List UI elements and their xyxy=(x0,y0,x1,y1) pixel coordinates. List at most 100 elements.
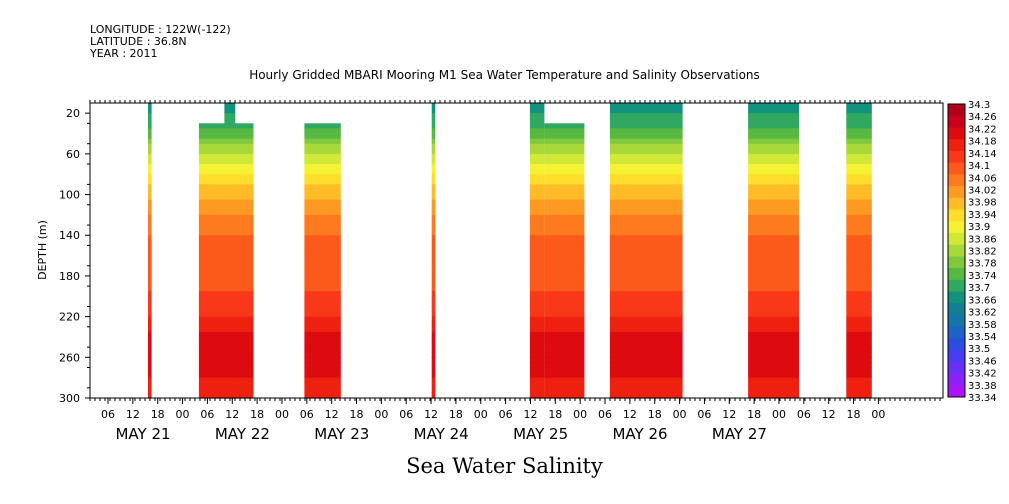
salinity-cell xyxy=(529,108,545,114)
x-tick-label: 00 xyxy=(474,408,488,421)
salinity-cell xyxy=(304,301,341,308)
salinity-cell xyxy=(529,306,545,313)
salinity-cell xyxy=(748,220,799,226)
day-label: MAY 23 xyxy=(314,425,369,443)
salinity-cell xyxy=(148,118,152,124)
colorbar-swatch xyxy=(948,162,965,175)
salinity-cell xyxy=(304,148,341,155)
salinity-cell xyxy=(846,311,872,318)
salinity-cell xyxy=(846,138,872,145)
salinity-cell xyxy=(609,260,683,267)
salinity-cell xyxy=(431,138,436,145)
y-tick-label: 20 xyxy=(66,107,80,120)
salinity-cell xyxy=(544,220,585,226)
salinity-cell xyxy=(609,352,683,358)
x-tick-label: 00 xyxy=(275,408,289,421)
salinity-cell xyxy=(431,123,436,129)
salinity-cell xyxy=(609,164,683,170)
salinity-cell xyxy=(748,103,799,109)
salinity-cell xyxy=(748,382,799,389)
salinity-cell xyxy=(304,158,341,165)
salinity-cell xyxy=(304,225,341,231)
salinity-cell xyxy=(529,362,545,369)
salinity-cell xyxy=(846,174,872,180)
salinity-cell xyxy=(431,367,436,374)
salinity-cell xyxy=(544,357,585,363)
salinity-cell xyxy=(609,128,683,135)
salinity-cell xyxy=(609,357,683,363)
salinity-cell xyxy=(148,138,152,145)
salinity-cell xyxy=(304,209,341,216)
salinity-cell xyxy=(846,204,872,211)
chart-title: Hourly Gridded MBARI Mooring M1 Sea Wate… xyxy=(249,68,760,82)
salinity-cell xyxy=(529,148,545,155)
salinity-cell xyxy=(148,311,152,318)
latitude-label: LATITUDE : 36.8N xyxy=(90,35,187,48)
salinity-cell xyxy=(529,230,545,236)
salinity-cell xyxy=(544,321,585,328)
salinity-cell xyxy=(148,133,152,140)
salinity-cell xyxy=(609,225,683,231)
colorbar-swatch xyxy=(948,361,965,374)
salinity-cell xyxy=(304,352,341,358)
salinity-cell xyxy=(529,296,545,302)
salinity-cell xyxy=(148,108,152,114)
salinity-cell xyxy=(846,296,872,302)
salinity-cell xyxy=(304,316,341,323)
salinity-cell xyxy=(846,265,872,272)
salinity-cell xyxy=(431,331,436,338)
salinity-cell xyxy=(304,311,341,318)
salinity-cell xyxy=(529,255,545,262)
data-segment xyxy=(529,103,545,399)
salinity-cell xyxy=(304,189,341,196)
y-axis-label: DEPTH (m) xyxy=(36,220,49,280)
salinity-cell xyxy=(544,291,585,297)
data-segment xyxy=(431,103,436,399)
colorbar-label: 33.74 xyxy=(968,271,997,282)
salinity-cell xyxy=(148,321,152,328)
salinity-cell xyxy=(748,372,799,379)
colorbar-label: 33.38 xyxy=(968,381,997,392)
salinity-cell xyxy=(748,316,799,323)
salinity-cell xyxy=(224,240,236,246)
salinity-cell xyxy=(304,169,341,175)
x-tick-label: 06 xyxy=(598,408,612,421)
salinity-cell xyxy=(544,316,585,323)
x-tick-label: 12 xyxy=(822,408,836,421)
salinity-cell xyxy=(431,245,436,252)
salinity-cell xyxy=(148,240,152,246)
axes-layer: 20 60 100 140 180 220 260 300 06 12 18 00 06 12 18 00 06… xyxy=(59,100,941,443)
salinity-cell xyxy=(544,184,585,191)
salinity-cell xyxy=(748,291,799,297)
salinity-cell xyxy=(529,220,545,226)
colorbar-label: 33.58 xyxy=(968,320,997,331)
salinity-cell xyxy=(224,174,236,180)
salinity-cell xyxy=(544,148,585,155)
salinity-cell xyxy=(609,377,683,384)
salinity-cell xyxy=(304,347,341,353)
salinity-cell xyxy=(748,123,799,129)
x-tick-label: 12 xyxy=(623,408,637,421)
salinity-cell xyxy=(846,286,872,292)
salinity-cell xyxy=(148,128,152,135)
salinity-cell xyxy=(148,245,152,252)
salinity-cell xyxy=(609,316,683,323)
salinity-cell xyxy=(846,235,872,241)
salinity-cell xyxy=(148,174,152,180)
x-tick-label: 06 xyxy=(499,408,513,421)
salinity-cell xyxy=(304,291,341,297)
salinity-cell xyxy=(224,199,236,206)
salinity-cell xyxy=(529,153,545,160)
salinity-cell xyxy=(609,194,683,201)
salinity-cell xyxy=(529,286,545,292)
salinity-cell xyxy=(529,235,545,241)
data-segment xyxy=(304,123,341,399)
salinity-cell xyxy=(609,148,683,155)
salinity-cell xyxy=(748,392,799,399)
colorbar-label: 34.06 xyxy=(968,173,997,184)
salinity-cell xyxy=(609,235,683,241)
salinity-cell xyxy=(609,311,683,318)
x-tick-label: 00 xyxy=(573,408,587,421)
salinity-cell xyxy=(304,362,341,369)
